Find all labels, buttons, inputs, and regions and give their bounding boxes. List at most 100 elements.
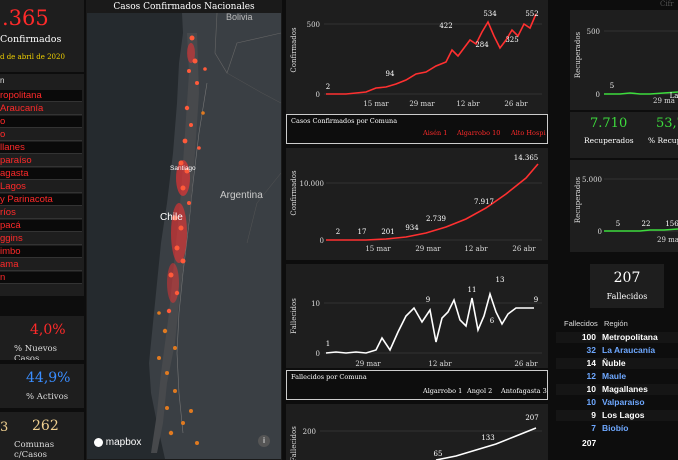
data-label: 2 <box>336 228 340 236</box>
data-label: 5 <box>610 82 614 90</box>
fallecidos-item-1[interactable]: Algarrobo 1 <box>423 387 463 395</box>
data-label: 934 <box>405 224 419 232</box>
table-row[interactable]: 100 Metropolitana <box>556 332 678 343</box>
data-label: 2 <box>326 83 330 91</box>
x-tick-label: 12 abr <box>456 100 480 108</box>
chart-fallecidos-cum-panel: Fallecidos 200 65 133 207 <box>286 404 548 460</box>
table-cell-region: Biobío <box>602 423 629 433</box>
right-header-strip: Cifr <box>570 0 678 10</box>
region-list-item[interactable]: llanes <box>0 142 82 154</box>
comuna-item-1[interactable]: Aisén 1 <box>423 129 448 137</box>
fallecidos-table[interactable]: Fallecidos Región 100 Metropolitana 32 La A… <box>556 314 678 460</box>
series-line <box>435 427 537 460</box>
region-list-item[interactable]: o <box>0 129 82 141</box>
region-list-item[interactable]: agasta <box>0 168 82 180</box>
kpi-comunas-panel: 3 262 Comunas c/Casos <box>0 412 84 460</box>
comuna-item-2[interactable]: Algarrobo 10 <box>457 129 501 137</box>
comuna-box[interactable]: Casos Confirmados por Comuna Aisén 1 Alg… <box>286 114 548 144</box>
y-tick-label: 0 <box>316 350 320 358</box>
chart-confirmados-cum-panel: Confirmados 10.000 0 15 mar 29 mar 12 abr 26 a… <box>286 148 548 260</box>
data-label: 207 <box>525 414 538 422</box>
chart-recuperados-daily: Recuperados 500 0 29 ma 5 La <box>574 28 678 105</box>
table-row[interactable]: 9 Los Lagos <box>556 410 678 421</box>
series-line <box>326 163 539 241</box>
x-tick-label: 26 abr <box>512 245 536 253</box>
x-tick-label: 29 ma <box>653 97 675 105</box>
fallecidos-kpi-value: 207 <box>613 270 641 286</box>
region-list-item[interactable]: Araucanía <box>0 103 82 115</box>
y-tick-label: 10 <box>311 300 320 308</box>
table-cell-region: Maule <box>602 371 627 381</box>
data-label: 6 <box>490 317 495 325</box>
y-axis-label: Fallecidos <box>290 426 298 460</box>
region-list-item[interactable]: paraíso <box>0 155 82 167</box>
data-label: 422 <box>439 22 452 30</box>
region-list-item[interactable]: n <box>0 272 82 284</box>
map-title: Casos Confirmados Nacionales <box>113 2 255 12</box>
series-line <box>326 13 537 95</box>
table-cell-fallecidos: 100 <box>581 332 596 342</box>
chart-confirmados-daily-panel: Confirmados 500 0 15 mar 29 mar 12 abr 26 abr 2… <box>286 0 548 114</box>
map-label-chile: Chile <box>160 212 183 223</box>
kpi-active-value: 44,9% <box>26 370 71 386</box>
region-list-item[interactable]: ggins <box>0 233 82 245</box>
fallecidos-box-title: Fallecidos por Comuna <box>291 373 367 381</box>
data-label: 201 <box>381 228 394 236</box>
table-row[interactable]: 32 La Araucanía <box>556 345 678 356</box>
recuperados-kpi-panel: 7.710 Recuperados 53,7 % Recupe <box>570 112 678 158</box>
region-list-item[interactable]: imbo <box>0 246 82 258</box>
x-tick-label: 12 abr <box>464 245 488 253</box>
table-header-fallecidos[interactable]: Fallecidos <box>564 319 598 328</box>
fallecidos-item-2[interactable]: Angol 2 <box>467 387 493 395</box>
data-label: 284 <box>475 41 489 49</box>
map-label-argentina: Argentina <box>220 190 263 201</box>
comuna-item-3[interactable]: Alto Hospi <box>511 129 546 137</box>
fallecidos-box[interactable]: Fallecidos por Comuna Algarrobo 1 Angol … <box>286 370 548 400</box>
region-list-item[interactable]: o <box>0 116 82 128</box>
data-label: 133 <box>481 434 494 442</box>
chart-recuperados-cum-panel: Recuperados 5.000 0 29 ma 5 22 156 <box>570 160 678 252</box>
table-row[interactable]: 10 Valparaíso <box>556 397 678 408</box>
data-label: 65 <box>434 450 443 458</box>
table-row[interactable]: 10 Magallanes <box>556 384 678 395</box>
table-row[interactable]: 12 Maule <box>556 371 678 382</box>
y-tick-label: 10.000 <box>300 180 325 188</box>
table-row[interactable]: 7 Biobío <box>556 423 678 434</box>
region-list-header: n <box>0 76 5 85</box>
table-row[interactable]: 14 Ñuble <box>556 358 678 369</box>
table-cell-fallecidos: 10 <box>586 384 596 394</box>
data-label: 552 <box>525 10 538 18</box>
table-cell-fallecidos: 9 <box>591 410 596 420</box>
table-cell-fallecidos: 32 <box>586 345 596 355</box>
chart-fallecidos-daily-panel: Fallecidos 10 0 29 mar 12 abr 26 abr 1 9 11 13 6 9 <box>286 264 548 368</box>
data-label: 534 <box>483 10 497 18</box>
x-tick-label: 29 mar <box>415 245 441 253</box>
data-label: 2.739 <box>426 215 446 223</box>
data-label: 156 <box>665 220 678 228</box>
data-label: 7.917 <box>474 198 494 206</box>
kpi-active-label: % Activos <box>26 392 69 402</box>
mapbox-logo[interactable]: mapbox <box>94 437 154 451</box>
table-cell-fallecidos: 7 <box>591 423 596 433</box>
kpi-comunas-label: Comunas c/Casos <box>14 440 55 460</box>
region-list-item[interactable]: y Parinacota <box>0 194 82 206</box>
region-list-item[interactable]: ama <box>0 259 82 271</box>
y-axis-label: Fallecidos <box>290 298 298 334</box>
map-canvas[interactable] <box>87 13 281 459</box>
fallecidos-item-3[interactable]: Antofagasta 3 <box>501 387 547 395</box>
region-list-item[interactable]: ríos <box>0 207 82 219</box>
y-tick-label: 0 <box>320 237 324 245</box>
region-list-item[interactable]: Lagos <box>0 181 82 193</box>
x-tick-label: 12 abr <box>428 360 452 368</box>
total-confirmed-value: .365 <box>2 6 49 30</box>
pct-recuperados-value: 53,7 <box>656 116 678 131</box>
region-list-item[interactable]: pacá <box>0 220 82 232</box>
region-list-item[interactable]: ropolitana <box>0 90 82 102</box>
left-summary-panel: .365 Confirmados d de abril de 2020 <box>0 0 84 72</box>
confirmed-label: Confirmados <box>0 34 62 45</box>
info-icon[interactable]: i <box>258 435 270 447</box>
table-header-region[interactable]: Región <box>604 319 628 328</box>
right-header-faded: Cifr <box>660 0 674 8</box>
recuperados-value: 7.710 <box>590 116 628 131</box>
table-cell-region: Ñuble <box>602 358 626 368</box>
